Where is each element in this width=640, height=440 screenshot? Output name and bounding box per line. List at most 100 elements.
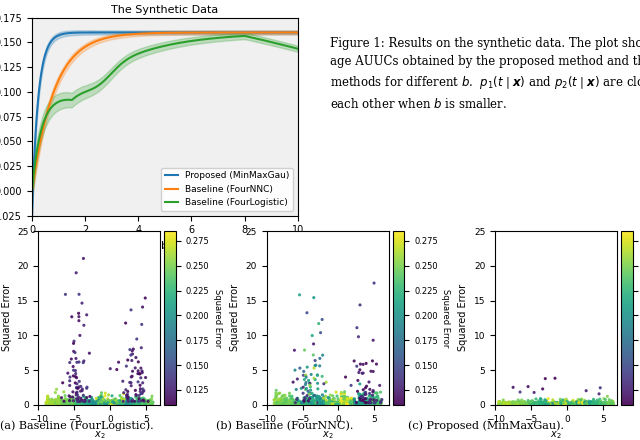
Point (53, 397, 63, 404)
Point (317, 399, 327, 406)
Point (364, 399, 374, 406)
Point (543, 400, 554, 407)
Point (559, 396, 570, 403)
Point (596, 401, 607, 408)
Point (605, 401, 615, 408)
Point (529, 400, 539, 407)
Point (68, 401, 79, 408)
Point (341, 394, 351, 401)
Point (72, 400, 82, 407)
Point (339, 390, 349, 397)
Point (596, 401, 607, 408)
Point (116, 396, 126, 403)
Point (79, 400, 89, 407)
Point (79, 399, 89, 406)
Point (137, 400, 147, 407)
Point (355, 361, 365, 368)
Point (495, 401, 506, 408)
Point (74, 359, 84, 366)
Point (284, 401, 294, 408)
Point (354, 393, 364, 400)
Point (566, 400, 577, 407)
Point (318, 400, 328, 407)
Point (305, 396, 315, 403)
Point (71, 399, 81, 406)
Point (309, 375, 319, 382)
Point (366, 400, 376, 407)
Point (360, 391, 370, 398)
Point (516, 401, 527, 408)
Point (346, 400, 356, 407)
Point (88, 400, 98, 407)
Point (280, 394, 290, 401)
Point (109, 401, 119, 408)
Point (340, 401, 350, 408)
Point (598, 401, 608, 408)
Point (568, 400, 579, 407)
Point (348, 400, 358, 407)
Point (602, 400, 612, 407)
Point (337, 398, 348, 405)
Point (292, 395, 302, 402)
Point (530, 400, 540, 407)
Point (525, 401, 535, 408)
Point (346, 399, 356, 406)
Point (308, 399, 319, 406)
Point (527, 399, 537, 406)
Point (116, 396, 126, 403)
Point (70, 400, 81, 407)
Point (293, 397, 303, 404)
Point (556, 400, 566, 407)
Point (115, 401, 125, 408)
Point (338, 399, 348, 406)
Point (575, 401, 585, 408)
Point (342, 396, 352, 403)
Point (502, 400, 512, 407)
Point (41, 399, 51, 406)
Point (500, 401, 511, 408)
Point (141, 400, 151, 407)
Point (597, 401, 607, 408)
Point (585, 400, 595, 407)
Point (589, 401, 600, 408)
Point (586, 401, 596, 408)
Point (559, 401, 570, 408)
Point (328, 401, 338, 408)
Point (508, 400, 518, 407)
Point (81, 399, 91, 406)
Point (550, 400, 560, 407)
Point (598, 400, 609, 407)
Point (74, 398, 84, 405)
Point (94, 399, 104, 406)
Point (83, 398, 93, 405)
Point (106, 398, 116, 405)
Point (500, 400, 511, 407)
Point (564, 401, 575, 408)
Point (276, 401, 287, 408)
Point (108, 401, 118, 408)
Point (50, 400, 60, 407)
Point (370, 399, 380, 406)
Point (566, 401, 576, 408)
Point (605, 401, 616, 408)
Point (607, 400, 617, 407)
Point (361, 396, 371, 403)
Point (344, 400, 355, 407)
Point (354, 369, 364, 376)
Point (68, 348, 79, 355)
Point (129, 400, 140, 407)
Baseline (FourNNC) (269, 30, 276, 35)
Point (522, 401, 532, 408)
Point (292, 396, 302, 403)
Point (565, 400, 575, 407)
Point (298, 384, 308, 391)
Point (357, 400, 367, 407)
Point (54, 401, 64, 408)
Point (527, 400, 538, 407)
Point (498, 399, 508, 406)
Point (56, 401, 67, 408)
Point (287, 394, 297, 401)
Point (128, 400, 138, 407)
Point (143, 400, 153, 407)
Point (549, 401, 559, 408)
